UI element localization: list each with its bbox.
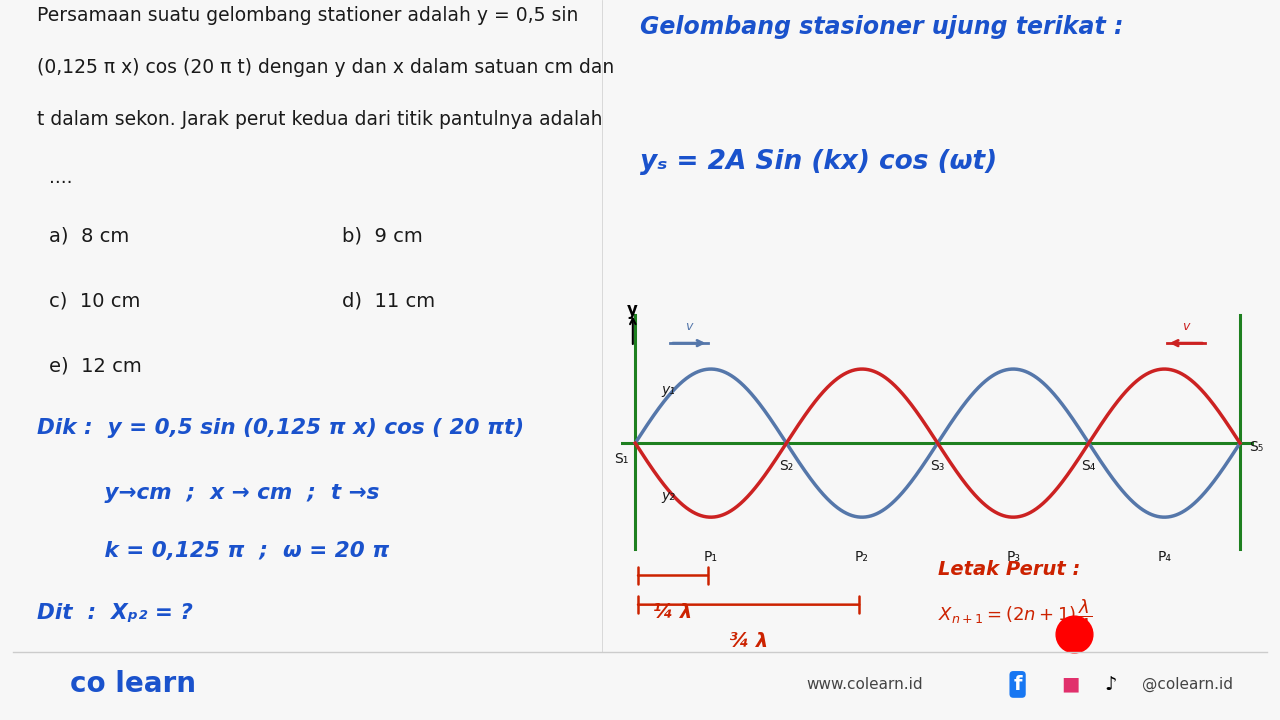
Text: ¼ λ: ¼ λ bbox=[653, 603, 692, 621]
Text: S₃: S₃ bbox=[931, 459, 945, 474]
Text: t dalam sekon. Jarak perut kedua dari titik pantulnya adalah: t dalam sekon. Jarak perut kedua dari ti… bbox=[37, 110, 603, 129]
Text: P₁: P₁ bbox=[704, 551, 718, 564]
Text: yₛ = 2A Sin (kx) cos (ωt): yₛ = 2A Sin (kx) cos (ωt) bbox=[640, 148, 997, 175]
Text: c)  10 cm: c) 10 cm bbox=[49, 292, 140, 310]
Text: v: v bbox=[686, 320, 692, 333]
Text: y₂: y₂ bbox=[662, 490, 676, 503]
Text: ♪: ♪ bbox=[1105, 675, 1117, 694]
Text: Gelombang stasioner ujung terikat :: Gelombang stasioner ujung terikat : bbox=[640, 15, 1124, 40]
Text: Letak Perut :: Letak Perut : bbox=[937, 560, 1080, 579]
Text: P₂: P₂ bbox=[855, 551, 869, 564]
Point bbox=[1064, 628, 1084, 639]
Text: www.colearn.id: www.colearn.id bbox=[806, 677, 923, 692]
Text: ■: ■ bbox=[1061, 675, 1079, 694]
Text: S₂: S₂ bbox=[780, 459, 794, 474]
Text: y: y bbox=[627, 301, 637, 319]
Text: S₅: S₅ bbox=[1248, 440, 1263, 454]
Text: (0,125 π x) cos (20 π t) dengan y dan x dalam satuan cm dan: (0,125 π x) cos (20 π t) dengan y dan x … bbox=[37, 58, 614, 77]
Text: ¾ λ: ¾ λ bbox=[730, 632, 768, 651]
Text: $X_{n+1} = (2n+1)\,\dfrac{\lambda}{4}$: $X_{n+1} = (2n+1)\,\dfrac{\lambda}{4}$ bbox=[937, 597, 1092, 634]
Text: co learn: co learn bbox=[70, 670, 196, 698]
Text: v: v bbox=[1183, 320, 1189, 333]
Text: e)  12 cm: e) 12 cm bbox=[49, 356, 141, 375]
Text: ....: .... bbox=[49, 168, 72, 187]
Text: P₃: P₃ bbox=[1006, 551, 1020, 564]
Text: k = 0,125 π  ;  ω = 20 π: k = 0,125 π ; ω = 20 π bbox=[37, 541, 389, 561]
Text: y₁: y₁ bbox=[662, 383, 676, 397]
Text: Dit  :  Xₚ₂ = ?: Dit : Xₚ₂ = ? bbox=[37, 603, 193, 623]
Text: f: f bbox=[1014, 675, 1021, 694]
Text: Persamaan suatu gelombang stationer adalah y = 0,5 sin: Persamaan suatu gelombang stationer adal… bbox=[37, 6, 579, 25]
Text: S₄: S₄ bbox=[1082, 459, 1096, 474]
Text: @colearn.id: @colearn.id bbox=[1142, 677, 1233, 692]
Text: S₁: S₁ bbox=[613, 452, 628, 466]
Text: a)  8 cm: a) 8 cm bbox=[49, 227, 129, 246]
Text: b)  9 cm: b) 9 cm bbox=[343, 227, 424, 246]
Text: P₄: P₄ bbox=[1157, 551, 1171, 564]
Text: d)  11 cm: d) 11 cm bbox=[343, 292, 435, 310]
Text: Dik :  y = 0,5 sin (0,125 π x) cos ( 20 πt): Dik : y = 0,5 sin (0,125 π x) cos ( 20 π… bbox=[37, 418, 525, 438]
Text: y→cm  ;  x → cm  ;  t →s: y→cm ; x → cm ; t →s bbox=[37, 482, 379, 503]
